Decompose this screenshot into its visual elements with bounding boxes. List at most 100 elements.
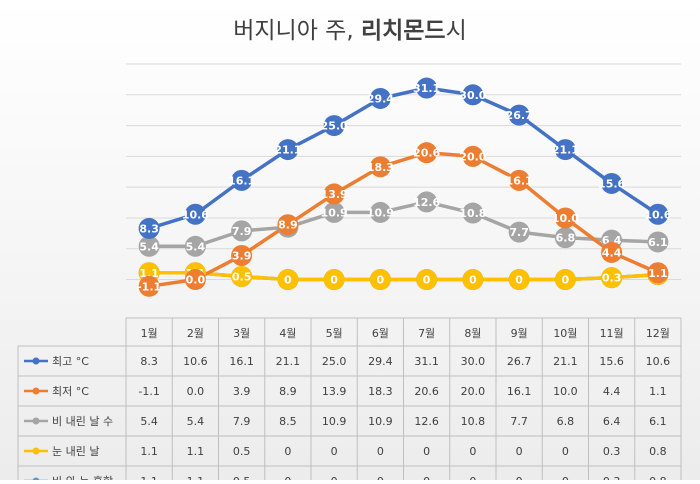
- table-cell: 10.8: [461, 415, 486, 428]
- data-label: 0: [562, 274, 570, 287]
- data-label: 1.1: [648, 267, 668, 280]
- table-cell: 0.3: [603, 475, 621, 480]
- table-cell: 10.6: [646, 355, 671, 368]
- table-cell: 0: [516, 445, 523, 458]
- table-cell: 0.5: [233, 475, 251, 480]
- legend-entry: 최저 °C: [52, 385, 89, 398]
- legend-marker: [32, 387, 40, 395]
- table-cell: 1.1: [649, 385, 667, 398]
- table-cell: 3.9: [233, 385, 251, 398]
- data-point: [138, 217, 160, 239]
- data-point: [323, 269, 345, 291]
- table-cell: 0: [377, 445, 384, 458]
- data-point: [508, 269, 530, 291]
- table-cell: 20.0: [461, 385, 486, 398]
- table-cell: 0: [284, 445, 291, 458]
- table-cell: 0: [284, 475, 291, 480]
- data-label: 10.6: [644, 208, 671, 221]
- tick-label: 1월: [141, 327, 158, 340]
- data-label: 5.4: [139, 240, 159, 253]
- table-cell: 16.1: [229, 355, 254, 368]
- table-cell: 30.0: [461, 355, 486, 368]
- table-cell: 0: [423, 445, 430, 458]
- table-cell: 25.0: [322, 355, 347, 368]
- table-cell: 1.1: [140, 445, 158, 458]
- data-point: [369, 201, 391, 223]
- data-point: [231, 265, 253, 287]
- data-label: 10.0: [552, 212, 579, 225]
- data-point: [369, 87, 391, 109]
- table-cell: 0.8: [649, 445, 667, 458]
- data-point: [462, 145, 484, 167]
- data-label: 10.6: [182, 208, 209, 221]
- data-label: 12.6: [413, 196, 440, 209]
- table-cell: 8.3: [140, 355, 158, 368]
- data-point: [416, 269, 438, 291]
- table-cell: 0.0: [187, 385, 205, 398]
- data-label: 6.8: [556, 232, 576, 245]
- table-cell: 12.6: [414, 415, 439, 428]
- legend-entry: 눈 내린 날: [52, 445, 99, 458]
- data-point: [369, 156, 391, 178]
- tick-label: 4월: [279, 327, 296, 340]
- data-label: 5.4: [186, 240, 206, 253]
- data-point: [231, 169, 253, 191]
- data-label: 15.6: [598, 177, 625, 190]
- table-cell: 7.7: [510, 415, 528, 428]
- legend-marker: [32, 357, 40, 365]
- data-point: [277, 139, 299, 161]
- data-point: [323, 201, 345, 223]
- data-label: 10.9: [321, 206, 348, 219]
- table-cell: 29.4: [368, 355, 393, 368]
- plot-area: 1.11.10.500000000.30.81.11.10.500000000.…: [137, 77, 672, 297]
- tick-label: 9월: [511, 327, 528, 340]
- table-cell: 0: [469, 475, 476, 480]
- table-cell: 0: [331, 475, 338, 480]
- data-label: 0.5: [232, 270, 252, 283]
- data-point: [601, 267, 623, 289]
- table-cell: 10.0: [553, 385, 578, 398]
- table-cell: 0: [562, 445, 569, 458]
- series-line: [148, 150, 659, 289]
- data-label: 0: [330, 274, 338, 287]
- data-label: 0: [284, 274, 292, 287]
- table-cell: 6.1: [649, 415, 667, 428]
- tick-label: 10월: [553, 327, 577, 340]
- table-cell: 10.9: [368, 415, 393, 428]
- legend-entry: 비 내린 날 수: [52, 415, 113, 428]
- table-cell: 6.8: [557, 415, 575, 428]
- tick-label: 7월: [418, 327, 435, 340]
- data-point: [462, 84, 484, 106]
- table-cell: 18.3: [368, 385, 393, 398]
- series-line: [149, 271, 658, 282]
- data-label: 0.3: [602, 272, 622, 285]
- data-point: [647, 231, 669, 253]
- table-cell: 13.9: [322, 385, 347, 398]
- table-cell: 5.4: [140, 415, 158, 428]
- tick-label: 8월: [464, 327, 481, 340]
- tick-label: 5월: [326, 327, 343, 340]
- data-point: [323, 183, 345, 205]
- series-line: [149, 200, 658, 249]
- data-point: [138, 235, 160, 257]
- data-point: [184, 203, 206, 225]
- data-label: 21.1: [274, 144, 301, 157]
- data-label: 10.9: [367, 206, 394, 219]
- data-point: [508, 221, 530, 243]
- table-cell: 0: [562, 475, 569, 480]
- tick-label: 11월: [600, 327, 624, 340]
- table-cell: 16.1: [507, 385, 532, 398]
- table-cell: 8.5: [279, 415, 297, 428]
- data-point: [554, 269, 576, 291]
- data-label: 16.1: [506, 174, 533, 187]
- table-cell: 21.1: [553, 355, 578, 368]
- legend-entry: 비 와 눈 혼합: [52, 475, 113, 480]
- chart-title-suffix: 시: [446, 18, 467, 44]
- data-label: 7.7: [509, 226, 529, 239]
- data-label: 31.1: [413, 82, 440, 95]
- table-cell: 1.1: [187, 445, 205, 458]
- data-label: 20.0: [459, 150, 486, 163]
- data-label: 0: [377, 274, 385, 287]
- data-label: 0.0: [186, 274, 206, 287]
